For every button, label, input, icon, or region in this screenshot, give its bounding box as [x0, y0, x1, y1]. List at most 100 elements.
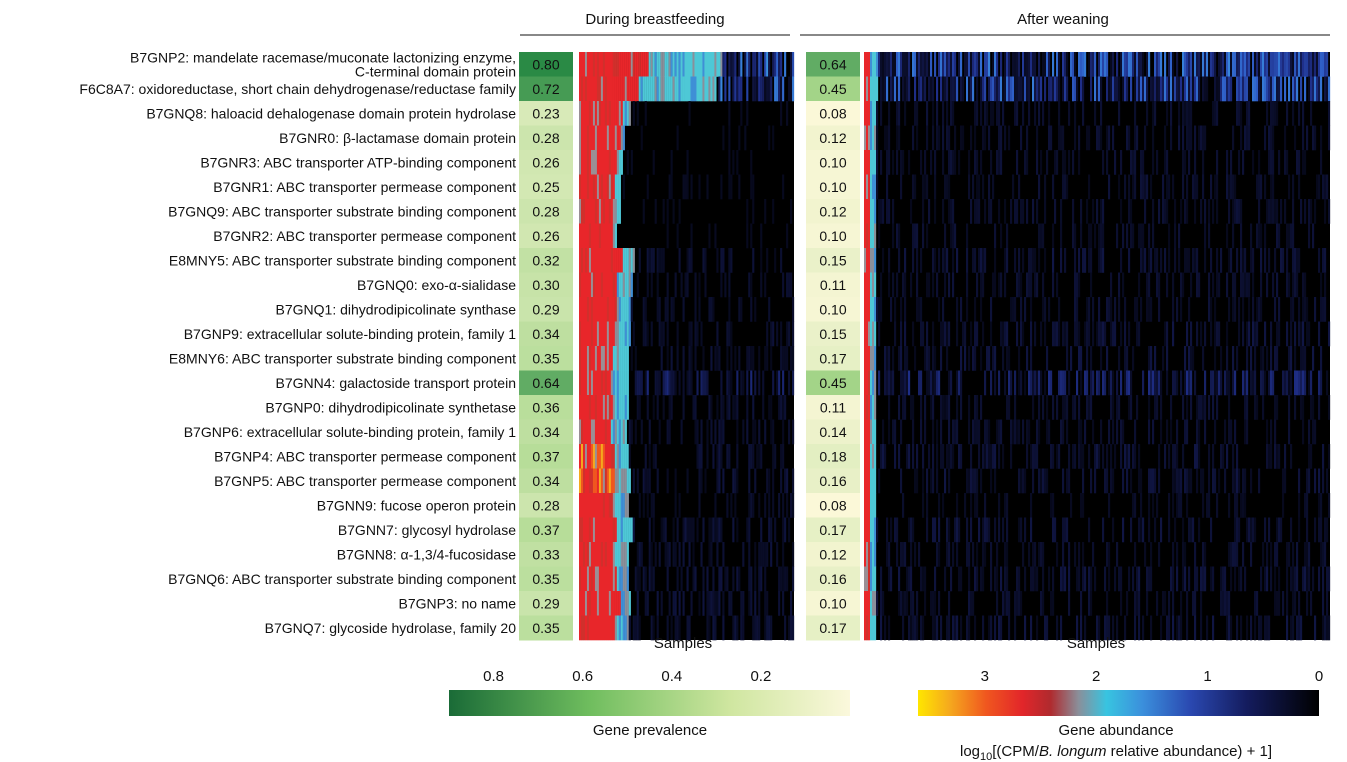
heatmap-cell: [596, 150, 600, 175]
heatmap-cell: [1324, 297, 1327, 322]
heatmap-cell: [788, 321, 791, 347]
heatmap-cell: [722, 542, 725, 567]
heatmap-cell: [868, 444, 871, 469]
heatmap-cell: [596, 223, 600, 249]
heatmap-cell: [1246, 419, 1249, 445]
heatmap-cell: [1186, 615, 1189, 641]
heatmap-cell: [1172, 542, 1175, 567]
heatmap-cell: [606, 223, 610, 249]
heatmap-cell: [1306, 493, 1309, 518]
prevalence-column-weaning: 0.640.450.080.120.100.100.120.100.150.11…: [806, 52, 860, 641]
heatmap-cell: [1264, 174, 1267, 200]
heatmap-cell: [1006, 591, 1009, 616]
heatmap-cell: [584, 370, 588, 396]
abundance-heatmap-breastfeeding: [579, 52, 795, 641]
heatmap-cell: [624, 615, 627, 641]
heatmap-cell: [1164, 444, 1167, 469]
heatmap-cell: [934, 248, 937, 273]
heatmap-cell: [934, 517, 937, 543]
heatmap-cell: [604, 223, 608, 249]
heatmap-cell: [972, 591, 975, 616]
heatmap-cell: [698, 76, 701, 102]
heatmap-cell: [1328, 395, 1331, 420]
heatmap-cell: [974, 419, 977, 445]
heatmap-cell: [1104, 615, 1107, 641]
heatmap-cell: [898, 248, 901, 273]
heatmap-cell: [988, 346, 991, 371]
heatmap-cell: [970, 444, 973, 469]
heatmap-cell: [1296, 76, 1299, 102]
heatmap-cell: [994, 76, 997, 102]
heatmap-cell: [704, 272, 707, 298]
heatmap-cell: [1054, 150, 1057, 175]
heatmap-cell: [718, 468, 721, 494]
heatmap-cell: [1276, 76, 1279, 102]
heatmap-cell: [652, 150, 655, 175]
heatmap-cell: [1044, 615, 1047, 641]
heatmap-cell: [738, 566, 741, 592]
heatmap-cell: [1022, 542, 1025, 567]
heatmap-cell: [766, 615, 769, 641]
heatmap-cell: [1206, 52, 1209, 77]
heatmap-cell: [708, 395, 711, 420]
heatmap-cell: [728, 174, 731, 200]
heatmap-cell: [1302, 346, 1305, 371]
heatmap-cell: [588, 272, 592, 298]
heatmap-cell: [1108, 76, 1111, 102]
heatmap-cell: [590, 346, 594, 371]
prevalence-value: 0.34: [532, 326, 559, 342]
heatmap-cell: [1228, 419, 1231, 445]
heatmap-cell: [866, 419, 869, 445]
heatmap-cell: [686, 76, 689, 102]
heatmap-cell: [1104, 468, 1107, 494]
heatmap-cell: [920, 76, 923, 102]
heatmap-cell: [1294, 248, 1297, 273]
heatmap-cell: [622, 493, 625, 518]
heatmap-cell: [668, 52, 671, 77]
heatmap-cell: [886, 542, 889, 567]
heatmap-cell: [866, 566, 869, 592]
heatmap-cell: [792, 566, 795, 592]
heatmap-cell: [956, 248, 959, 273]
prevalence-cell: [519, 395, 573, 420]
heatmap-cell: [950, 101, 953, 126]
heatmap-cell: [1212, 272, 1215, 298]
heatmap-cell: [912, 223, 915, 249]
heatmap-cell: [758, 542, 761, 567]
prevalence-value: 0.72: [532, 81, 559, 97]
heatmap-cell: [896, 52, 899, 77]
heatmap-cell: [726, 346, 729, 371]
heatmap-cell: [1310, 76, 1313, 102]
heatmap-cell: [872, 150, 875, 175]
heatmap-cell: [584, 542, 588, 567]
heatmap-cell: [1234, 566, 1237, 592]
heatmap-cell: [630, 52, 633, 77]
heatmap-cell: [1048, 419, 1051, 445]
heatmap-cell: [736, 444, 739, 469]
heatmap-cell: [1120, 370, 1123, 396]
heatmap-cell: [1240, 199, 1243, 224]
heatmap-cell: [982, 542, 985, 567]
heatmap-cell: [1178, 125, 1181, 151]
heatmap-cell: [1114, 566, 1117, 592]
heatmap-cell: [990, 76, 993, 102]
heatmap-cell: [1044, 52, 1047, 77]
heatmap-cell: [698, 52, 701, 77]
heatmap-cell: [1166, 346, 1169, 371]
heatmap-cell: [604, 346, 608, 371]
heatmap-cell: [976, 566, 979, 592]
heatmap-cell: [590, 468, 594, 494]
heatmap-cell: [790, 493, 793, 518]
heatmap-cell: [1210, 370, 1213, 396]
heatmap-cell: [978, 199, 981, 224]
heatmap-cell: [1276, 321, 1279, 347]
heatmap-cell: [652, 517, 655, 543]
heatmap-cell: [926, 101, 929, 126]
heatmap-cell: [616, 150, 619, 175]
heatmap-cell: [674, 468, 677, 494]
heatmap-cell: [892, 223, 895, 249]
heatmap-cell: [596, 76, 600, 102]
heatmap-cell: [638, 52, 641, 77]
heatmap-cell: [1276, 517, 1279, 543]
heatmap-cell: [1078, 248, 1081, 273]
